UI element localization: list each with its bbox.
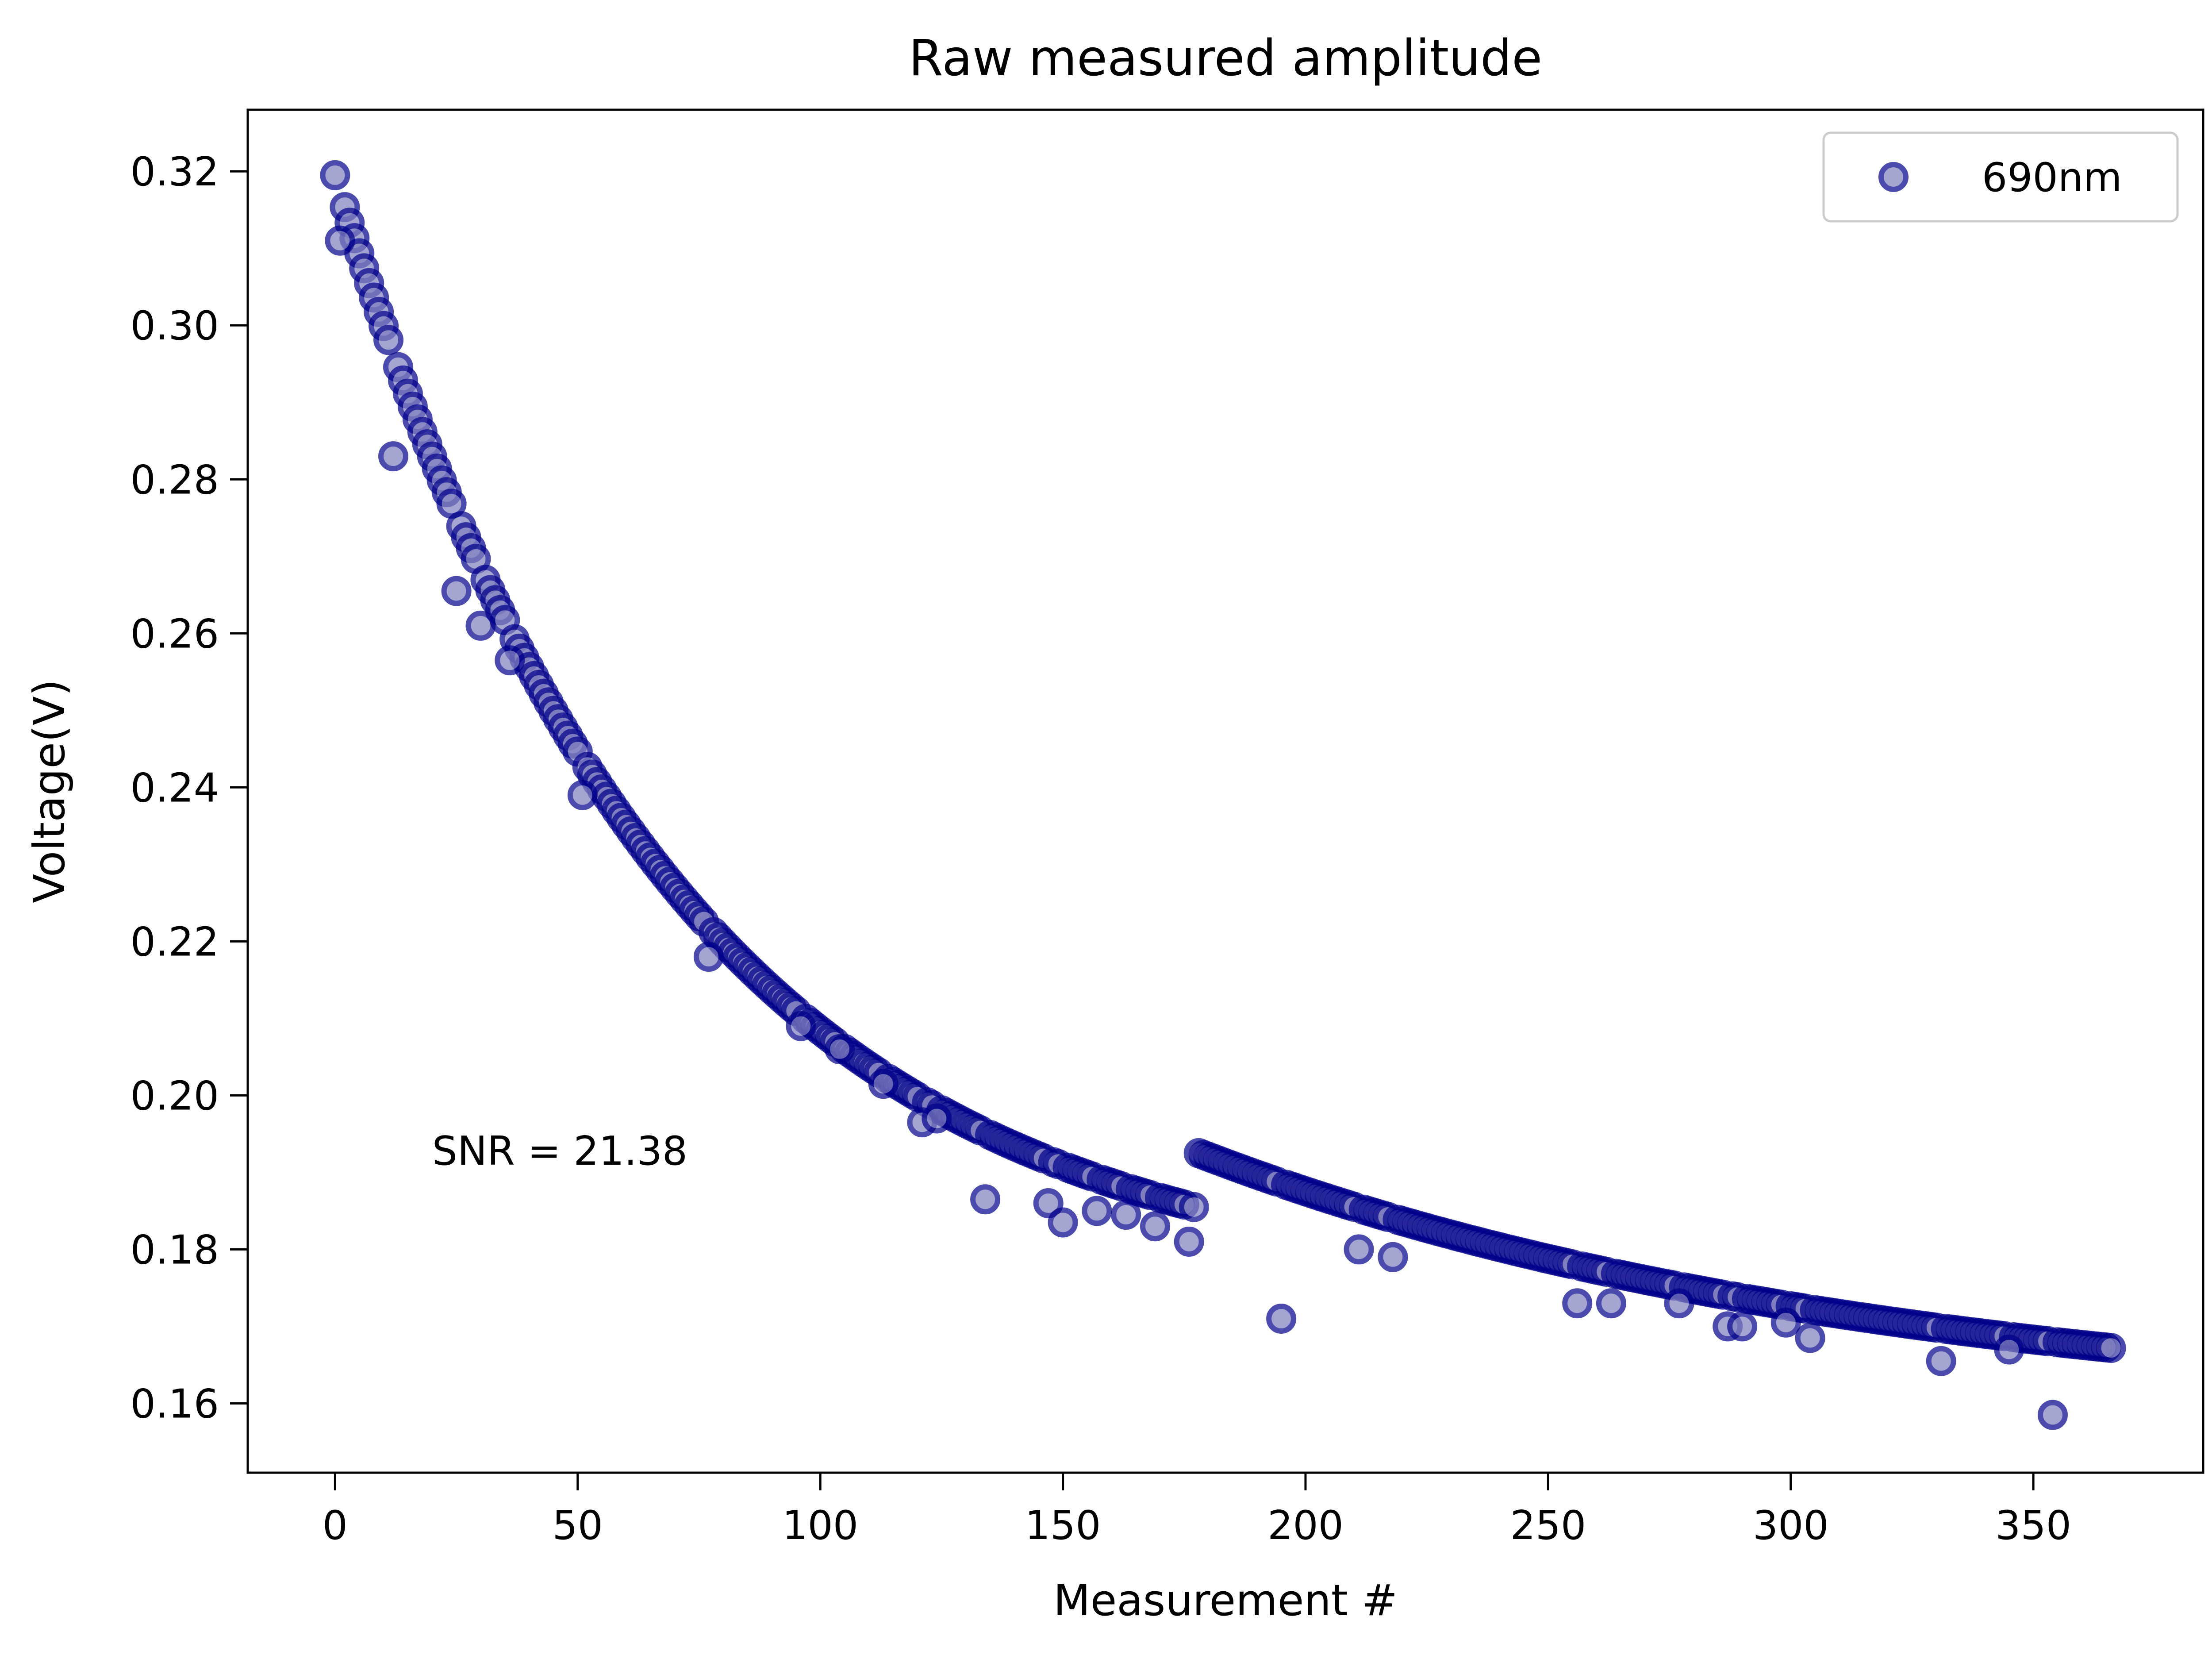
data-point — [1174, 1227, 1204, 1257]
plot-area — [246, 108, 2204, 1474]
y-tick-label: 0.32 — [131, 149, 219, 195]
x-tick-label: 350 — [1995, 1502, 2071, 1549]
data-point — [495, 645, 525, 676]
y-axis-ticks: 0.16 0.18 0.20 0.22 0.24 0.26 0.28 0.30 0.32 — [131, 149, 248, 1427]
data-point — [786, 1011, 816, 1041]
x-tick-label: 0 — [323, 1502, 348, 1549]
legend: 690nm — [1822, 131, 2179, 223]
data-point — [1770, 1307, 1801, 1338]
data-point — [1140, 1211, 1170, 1242]
x-tick-label: 300 — [1753, 1502, 1829, 1549]
y-tick-label: 0.20 — [131, 1073, 219, 1119]
y-tick-label: 0.28 — [131, 457, 219, 503]
data-point — [441, 576, 472, 606]
legend-marker — [1878, 162, 1909, 192]
data-point — [1926, 1346, 1956, 1376]
x-axis-label: Measurement # — [1053, 1575, 1398, 1625]
data-points — [320, 160, 2126, 1430]
x-tick-label: 250 — [1510, 1502, 1586, 1549]
data-point — [378, 441, 408, 472]
data-point — [1664, 1288, 1694, 1319]
data-point — [1266, 1304, 1297, 1334]
data-point — [1344, 1234, 1374, 1265]
y-tick-label: 0.24 — [131, 765, 219, 811]
x-tick-label: 100 — [782, 1502, 858, 1549]
data-point — [567, 780, 598, 810]
data-point — [373, 325, 404, 355]
data-point — [2096, 1333, 2126, 1363]
data-point — [1111, 1200, 1141, 1230]
data-point — [693, 942, 724, 972]
y-tick-label: 0.30 — [131, 303, 219, 349]
data-point — [825, 1034, 855, 1064]
legend-frame — [1822, 131, 2179, 223]
data-point — [868, 1069, 899, 1099]
data-point — [1082, 1196, 1112, 1226]
data-point — [320, 160, 350, 190]
x-tick-label: 50 — [553, 1502, 603, 1549]
data-point — [2038, 1400, 2068, 1430]
data-point — [922, 1103, 952, 1134]
y-axis-label: Voltage(V) — [24, 679, 74, 903]
y-tick-label: 0.16 — [131, 1381, 219, 1427]
data-point — [1596, 1288, 1626, 1319]
y-tick-label: 0.22 — [131, 919, 219, 965]
data-point — [1994, 1334, 2024, 1365]
chart-title: Raw measured amplitude — [909, 30, 1542, 87]
data-point — [325, 225, 355, 256]
snr-annotation: SNR = 21.38 — [432, 1128, 687, 1174]
data-point — [1179, 1192, 1209, 1222]
data-point — [970, 1184, 1001, 1215]
data-point — [1727, 1311, 1758, 1342]
y-tick-label: 0.26 — [131, 611, 219, 657]
data-point — [1562, 1288, 1593, 1319]
data-point — [1795, 1323, 1825, 1353]
x-tick-label: 200 — [1267, 1502, 1344, 1549]
data-point — [1378, 1242, 1408, 1272]
x-tick-label: 150 — [1025, 1502, 1101, 1549]
y-tick-label: 0.18 — [131, 1227, 219, 1273]
data-point — [1033, 1188, 1064, 1218]
data-point — [1048, 1207, 1078, 1238]
x-axis-ticks: 0 50 100 150 200 250 300 350 — [323, 1473, 2071, 1549]
legend-entry-label: 690nm — [1982, 154, 2122, 201]
data-point — [465, 610, 496, 641]
